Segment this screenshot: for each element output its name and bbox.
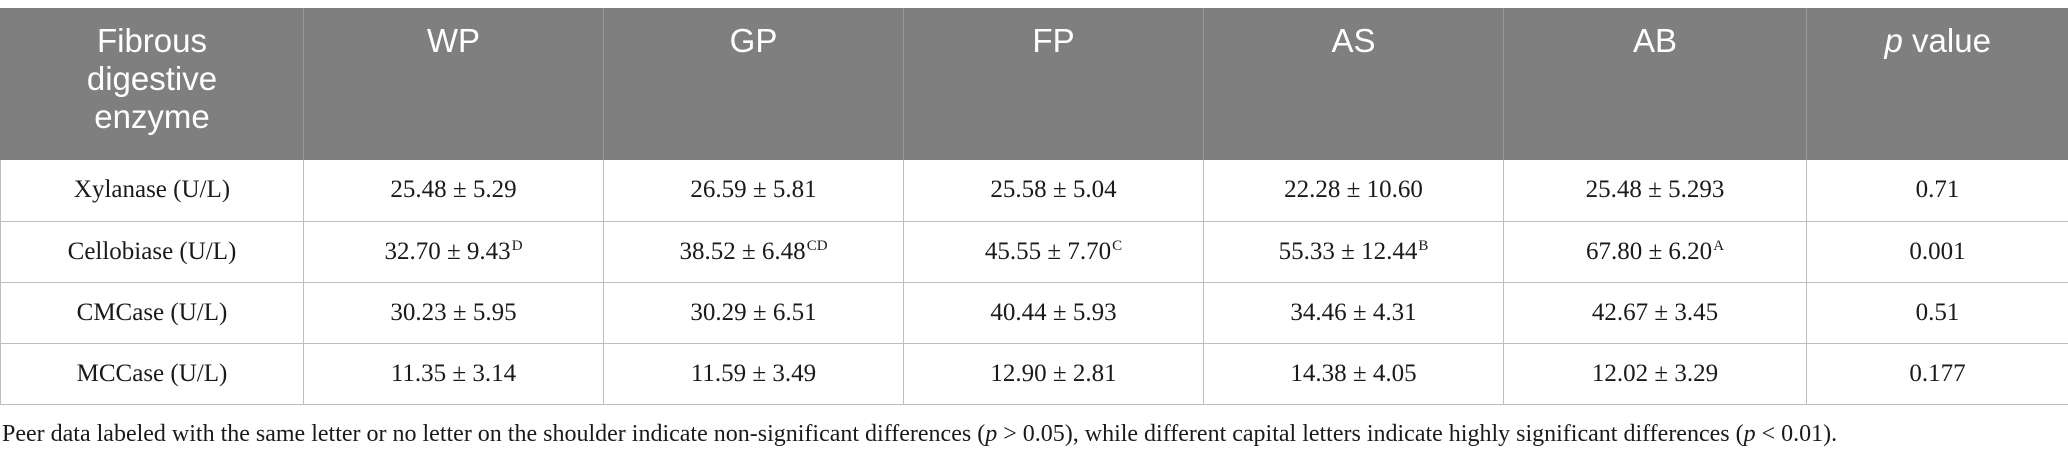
cell-value: 14.38 ± 4.05 bbox=[1290, 359, 1417, 387]
header-row: Fibrous digestive enzyme WP GP FP AS AB … bbox=[0, 8, 2068, 160]
cell-value: 32.70 ± 9.43 bbox=[384, 237, 511, 265]
header-p-letter: p bbox=[1884, 22, 1903, 59]
cell-value: 30.23 ± 5.95 bbox=[390, 298, 517, 326]
table-row: Cellobiase (U/L) 32.70 ± 9.43D 38.52 ± 6.4… bbox=[0, 220, 2068, 283]
cell-value: 22.28 ± 10.60 bbox=[1284, 176, 1423, 204]
table-cell: 34.46 ± 4.31 bbox=[1203, 281, 1504, 344]
significance-letter: B bbox=[1418, 237, 1429, 254]
significance-letter: A bbox=[1713, 237, 1725, 254]
header-as: AS bbox=[1203, 8, 1504, 160]
table-cell: 55.33 ± 12.44B bbox=[1203, 220, 1504, 283]
header-wp: WP bbox=[303, 8, 604, 160]
table-row: Xylanase (U/L) 25.48 ± 5.29 26.59 ± 5.81 25… bbox=[0, 160, 2068, 222]
table-cell: 25.48 ± 5.293 bbox=[1503, 160, 1807, 222]
table-cell: 38.52 ± 6.48CD bbox=[603, 220, 904, 283]
cell-value: 26.59 ± 5.81 bbox=[690, 176, 817, 204]
significance-letter: C bbox=[1112, 237, 1123, 254]
row-label: Cellobiase (U/L) bbox=[0, 220, 304, 283]
header-p-rest: value bbox=[1902, 22, 1991, 59]
header-fp: FP bbox=[903, 8, 1204, 160]
table-footnote: Peer data labeled with the same letter o… bbox=[2, 421, 2062, 448]
cell-value: 25.48 ± 5.293 bbox=[1585, 176, 1725, 204]
data-table-container: Fibrous digestive enzyme WP GP FP AS AB … bbox=[0, 8, 2068, 405]
cell-value: 30.29 ± 6.51 bbox=[690, 298, 817, 326]
cell-value: 40.44 ± 5.93 bbox=[990, 298, 1117, 326]
p-value-cell: 0.71 bbox=[1806, 160, 2068, 222]
table-row: CMCase (U/L) 30.23 ± 5.95 30.29 ± 6.51 40.4… bbox=[0, 281, 2068, 344]
cell-value: 12.90 ± 2.81 bbox=[990, 359, 1117, 387]
header-p-value: p value bbox=[1806, 8, 2068, 160]
footnote-part3: < 0.01). bbox=[1755, 421, 1838, 447]
table-cell: 25.48 ± 5.29 bbox=[303, 160, 604, 222]
table-cell: 30.29 ± 6.51 bbox=[603, 281, 904, 344]
table-cell: 32.70 ± 9.43D bbox=[303, 220, 604, 283]
header-enzyme: Fibrous digestive enzyme bbox=[0, 8, 304, 160]
table-body: Xylanase (U/L) 25.48 ± 5.29 26.59 ± 5.81 25… bbox=[0, 160, 2068, 405]
table-cell: 25.58 ± 5.04 bbox=[903, 160, 1204, 222]
cell-value: 34.46 ± 4.31 bbox=[1290, 298, 1417, 326]
enzyme-table: Fibrous digestive enzyme WP GP FP AS AB … bbox=[0, 8, 2068, 405]
table-cell: 26.59 ± 5.81 bbox=[603, 160, 904, 222]
p-value-cell: 0.51 bbox=[1806, 281, 2068, 344]
cell-value: 25.48 ± 5.29 bbox=[390, 176, 517, 204]
table-row: MCCase (U/L) 11.35 ± 3.14 11.59 ± 3.49 12.9… bbox=[0, 342, 2068, 405]
cell-value: 38.52 ± 6.48 bbox=[679, 237, 806, 265]
significance-letter: D bbox=[511, 237, 523, 254]
table-cell: 67.80 ± 6.20A bbox=[1503, 220, 1807, 283]
row-label: MCCase (U/L) bbox=[0, 342, 304, 405]
cell-value: 45.55 ± 7.70 bbox=[984, 237, 1112, 265]
table-cell: 12.90 ± 2.81 bbox=[903, 342, 1204, 405]
cell-value: 11.59 ± 3.49 bbox=[690, 359, 817, 387]
cell-value: 25.58 ± 5.04 bbox=[990, 176, 1117, 204]
p-value-cell: 0.177 bbox=[1806, 342, 2068, 405]
row-label: CMCase (U/L) bbox=[0, 281, 304, 344]
row-label: Xylanase (U/L) bbox=[0, 160, 304, 222]
table-cell: 14.38 ± 4.05 bbox=[1203, 342, 1504, 405]
cell-value: 11.35 ± 3.14 bbox=[390, 359, 517, 387]
footnote-part1: Peer data labeled with the same letter o… bbox=[2, 421, 986, 447]
table-cell: 30.23 ± 5.95 bbox=[303, 281, 604, 344]
footnote-p2: p bbox=[1743, 421, 1756, 447]
table-cell: 11.59 ± 3.49 bbox=[603, 342, 904, 405]
cell-value: 12.02 ± 3.29 bbox=[1591, 359, 1719, 387]
table-cell: 11.35 ± 3.14 bbox=[303, 342, 604, 405]
cell-value: 67.80 ± 6.20 bbox=[1585, 237, 1713, 265]
table-cell: 45.55 ± 7.70C bbox=[903, 220, 1204, 283]
footnote-part2: > 0.05), while different capital letters… bbox=[997, 421, 1744, 447]
significance-letter: CD bbox=[806, 237, 828, 254]
cell-value: 55.33 ± 12.44 bbox=[1278, 237, 1418, 265]
table-header: Fibrous digestive enzyme WP GP FP AS AB … bbox=[0, 8, 2068, 160]
table-cell: 12.02 ± 3.29 bbox=[1503, 342, 1807, 405]
table-cell: 40.44 ± 5.93 bbox=[903, 281, 1204, 344]
p-value-cell: 0.001 bbox=[1806, 220, 2068, 283]
table-cell: 42.67 ± 3.45 bbox=[1503, 281, 1807, 344]
header-ab: AB bbox=[1503, 8, 1807, 160]
header-gp: GP bbox=[603, 8, 904, 160]
table-cell: 22.28 ± 10.60 bbox=[1203, 160, 1504, 222]
footnote-p1: p bbox=[985, 421, 998, 447]
cell-value: 42.67 ± 3.45 bbox=[1591, 298, 1719, 326]
